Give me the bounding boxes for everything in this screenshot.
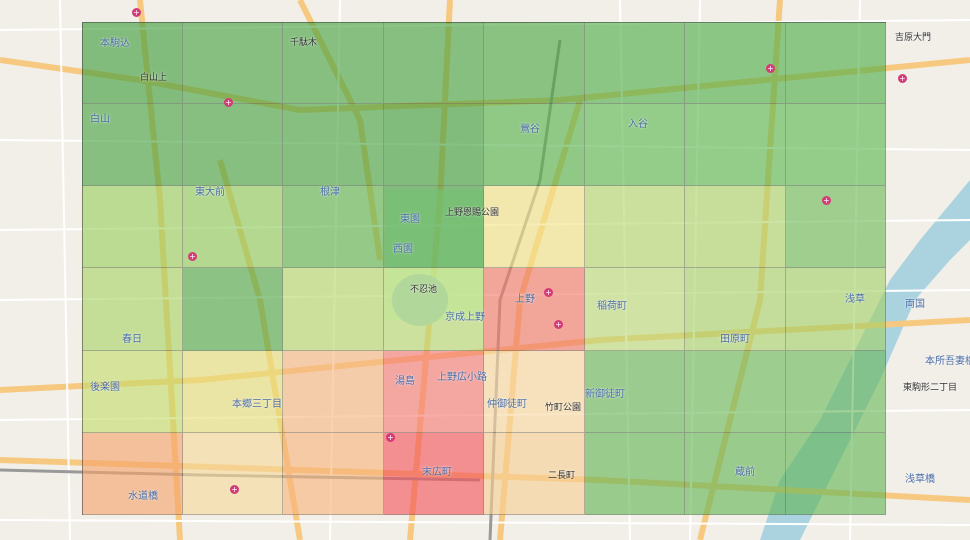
heatmap-cell-r3-c4[interactable]	[484, 268, 585, 351]
map-label: 湯島	[395, 376, 415, 387]
heatmap-cell-r4-c4[interactable]	[484, 350, 585, 433]
hospital-icon: +	[544, 288, 553, 297]
heatmap-cell-r4-c0[interactable]	[82, 350, 183, 433]
heatmap-cell-r3-c1[interactable]	[182, 268, 283, 351]
map-label: 東駒形二丁目	[903, 383, 958, 393]
hospital-icon: +	[766, 64, 775, 73]
map-label: 東園	[400, 214, 420, 225]
heatmap-cell-r5-c2[interactable]	[283, 432, 384, 515]
heatmap-cell-r4-c1[interactable]	[182, 350, 283, 433]
map-label: 浅草	[845, 294, 865, 305]
heatmap-cell-r2-c6[interactable]	[685, 186, 786, 269]
hospital-icon: +	[188, 252, 197, 261]
map-label: 入谷	[628, 119, 648, 130]
heatmap-cell-r1-c5[interactable]	[584, 104, 685, 187]
heatmap-cell-r0-c0[interactable]	[82, 22, 183, 105]
heatmap-cell-r2-c1[interactable]	[182, 186, 283, 269]
heatmap-cell-r3-c7[interactable]	[785, 268, 886, 351]
heatmap-cell-r3-c3[interactable]	[383, 268, 484, 351]
heatmap-cell-r5-c6[interactable]	[685, 432, 786, 515]
heatmap-cell-r1-c2[interactable]	[283, 104, 384, 187]
hospital-icon: +	[898, 74, 907, 83]
heatmap-cell-r4-c6[interactable]	[685, 350, 786, 433]
heatmap-cell-r1-c4[interactable]	[484, 104, 585, 187]
map-label: 両国	[905, 299, 925, 310]
heatmap-cell-r0-c3[interactable]	[383, 22, 484, 105]
map-label: 不忍池	[410, 285, 438, 295]
map-label: 上野恩賜公園	[445, 208, 500, 218]
map-label: 白山	[90, 114, 110, 125]
map-label: 蔵前	[735, 467, 755, 478]
heatmap-cell-r1-c6[interactable]	[685, 104, 786, 187]
heatmap-cell-r2-c2[interactable]	[283, 186, 384, 269]
map-label: 白山上	[140, 73, 168, 83]
heatmap-cell-r3-c2[interactable]	[283, 268, 384, 351]
map-label: 上野	[515, 294, 535, 305]
hospital-icon: +	[132, 8, 141, 17]
map-label: 西園	[393, 244, 413, 255]
heatmap-cell-r5-c5[interactable]	[584, 432, 685, 515]
map-label: 根津	[320, 187, 340, 198]
heatmap-cell-r3-c0[interactable]	[82, 268, 183, 351]
heatmap-cell-r1-c0[interactable]	[82, 104, 183, 187]
heatmap-cell-r3-c5[interactable]	[584, 268, 685, 351]
heatmap-cell-r4-c5[interactable]	[584, 350, 685, 433]
map-label: 後楽園	[90, 382, 120, 393]
map-label: 竹町公園	[545, 403, 582, 413]
heatmap-cell-r0-c2[interactable]	[283, 22, 384, 105]
map-label: 春日	[122, 334, 142, 345]
map-label: 仲御徒町	[487, 399, 527, 410]
map-label: 二長町	[548, 471, 576, 481]
map-label: 鶯谷	[520, 124, 540, 135]
hospital-icon: +	[822, 196, 831, 205]
heatmap-cell-r1-c3[interactable]	[383, 104, 484, 187]
map-label: 本郷三丁目	[232, 399, 282, 410]
heatmap-cell-r3-c6[interactable]	[685, 268, 786, 351]
map-label: 浅草橋	[905, 474, 935, 485]
heatmap-cell-r4-c3[interactable]	[383, 350, 484, 433]
heatmap-cell-r2-c3[interactable]	[383, 186, 484, 269]
heatmap-cell-r5-c4[interactable]	[484, 432, 585, 515]
hospital-icon: +	[230, 485, 239, 494]
map-label: 東大前	[195, 187, 225, 198]
heatmap-grid	[82, 22, 886, 515]
map-label: 稲荷町	[597, 301, 627, 312]
heatmap-cell-r2-c7[interactable]	[785, 186, 886, 269]
heatmap-cell-r5-c7[interactable]	[785, 432, 886, 515]
heatmap-cell-r1-c7[interactable]	[785, 104, 886, 187]
heatmap-cell-r4-c7[interactable]	[785, 350, 886, 433]
map-label: 吉原大門	[895, 33, 932, 43]
hospital-icon: +	[386, 433, 395, 442]
map-label: 京成上野	[445, 312, 485, 323]
heatmap-cell-r0-c5[interactable]	[584, 22, 685, 105]
hospital-icon: +	[224, 98, 233, 107]
heatmap-cell-r2-c5[interactable]	[584, 186, 685, 269]
map-label: 本所吾妻橋	[925, 356, 970, 367]
heatmap-cell-r2-c4[interactable]	[484, 186, 585, 269]
heatmap-cell-r1-c1[interactable]	[182, 104, 283, 187]
map-label: 水道橋	[128, 491, 158, 502]
hospital-icon: +	[554, 320, 563, 329]
heatmap-cell-r5-c3[interactable]	[383, 432, 484, 515]
map-label: 末広町	[422, 467, 452, 478]
heatmap-cell-r5-c1[interactable]	[182, 432, 283, 515]
heatmap-cell-r0-c7[interactable]	[785, 22, 886, 105]
heatmap-cell-r5-c0[interactable]	[82, 432, 183, 515]
map-label: 上野広小路	[437, 372, 487, 383]
heatmap-cell-r2-c0[interactable]	[82, 186, 183, 269]
map-label: 千駄木	[290, 38, 318, 48]
heatmap-cell-r0-c1[interactable]	[182, 22, 283, 105]
map-label: 新御徒町	[585, 389, 625, 400]
heatmap-cell-r0-c6[interactable]	[685, 22, 786, 105]
map-label: 田原町	[720, 334, 750, 345]
heatmap-cell-r4-c2[interactable]	[283, 350, 384, 433]
map-label: 本駒込	[100, 38, 130, 49]
heatmap-cell-r0-c4[interactable]	[484, 22, 585, 105]
